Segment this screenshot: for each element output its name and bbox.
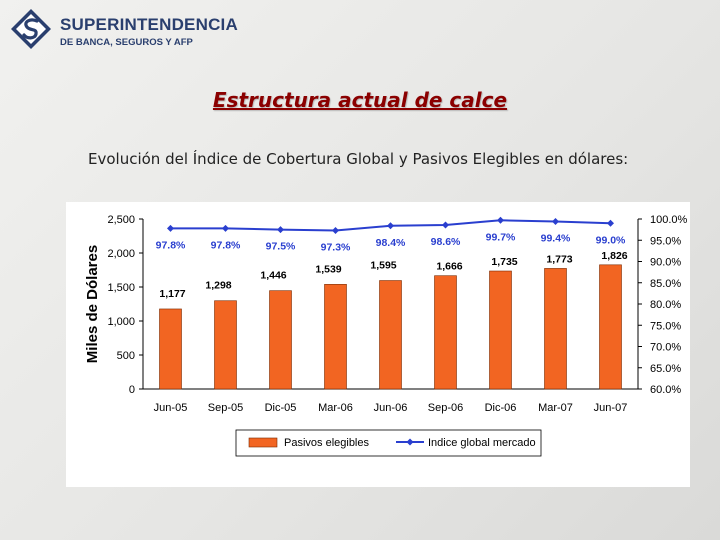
line-data-label: 97.8% bbox=[211, 239, 241, 251]
line-data-label: 97.5% bbox=[266, 241, 296, 253]
line-point bbox=[387, 222, 394, 230]
bar bbox=[544, 268, 567, 390]
right-axis-tick-label: 100.0% bbox=[650, 214, 688, 226]
bar bbox=[379, 280, 402, 390]
left-axis-tick-label: 1,500 bbox=[107, 282, 135, 294]
logo-name: SUPERINTENDENCIA bbox=[60, 15, 238, 34]
slide-title: Estructura actual de calce bbox=[212, 88, 508, 112]
left-axis-tick-label: 2,000 bbox=[107, 248, 135, 260]
line-data-label: 98.6% bbox=[431, 236, 461, 248]
line-data-label: 99.7% bbox=[486, 231, 516, 243]
bar-data-label: 1,446 bbox=[260, 270, 286, 282]
right-axis-tick-label: 90.0% bbox=[650, 257, 681, 269]
line-point bbox=[167, 224, 174, 232]
legend-box bbox=[235, 429, 542, 457]
x-axis-tick-label: Sep-06 bbox=[428, 402, 463, 414]
line-data-label: 99.4% bbox=[541, 233, 571, 245]
x-axis-tick-label: Dic-06 bbox=[485, 402, 517, 414]
bar-data-label: 1,773 bbox=[546, 253, 572, 265]
bar-data-label: 1,735 bbox=[491, 256, 517, 268]
x-axis-tick-label: Mar-06 bbox=[318, 402, 353, 414]
left-axis-tick-label: 500 bbox=[117, 350, 135, 362]
x-axis-tick-label: Jun-05 bbox=[154, 402, 188, 414]
right-axis-tick-label: 65.0% bbox=[650, 363, 681, 375]
bar bbox=[159, 308, 182, 390]
right-axis-tick-label: 95.0% bbox=[650, 235, 681, 247]
line-point bbox=[222, 224, 229, 232]
x-axis-tick-label: Mar-07 bbox=[538, 402, 573, 414]
x-axis-tick-label: Jun-06 bbox=[374, 402, 408, 414]
logo-subtitle: DE BANCA, SEGUROS Y AFP bbox=[60, 37, 193, 48]
right-axis-tick-label: 60.0% bbox=[650, 384, 681, 396]
line-point bbox=[332, 226, 339, 234]
bar bbox=[324, 284, 347, 390]
superintendencia-logo: SUPERINTENDENCIA DE BANCA, SEGUROS Y AFP bbox=[10, 8, 238, 60]
combo-chart: 0 500 1,000 1,500 2,000 2,500 60.0% 65.0% 70.0% 7… bbox=[84, 214, 688, 457]
line-point bbox=[607, 219, 614, 227]
line-data-label: 97.8% bbox=[156, 239, 186, 251]
right-axis-tick-label: 70.0% bbox=[650, 342, 681, 354]
legend-line-label: Indice global mercado bbox=[428, 437, 536, 449]
legend-bar-swatch bbox=[248, 437, 278, 448]
right-axis-tick-label: 85.0% bbox=[650, 278, 681, 290]
left-axis-tick-label: 1,000 bbox=[107, 316, 135, 328]
bar bbox=[269, 290, 292, 390]
bar-data-label: 1,177 bbox=[159, 288, 185, 300]
right-axis-tick-label: 80.0% bbox=[650, 299, 681, 311]
line-point bbox=[497, 216, 504, 224]
line-point bbox=[442, 221, 449, 229]
left-axis-tick-label: 2,500 bbox=[107, 214, 135, 226]
x-axis-tick-label: Sep-05 bbox=[208, 402, 243, 414]
legend-bar-label: Pasivos elegibles bbox=[284, 437, 369, 449]
bar-data-label: 1,298 bbox=[205, 280, 231, 292]
line-data-label: 99.0% bbox=[596, 234, 626, 246]
x-axis-tick-label: Jun-07 bbox=[594, 402, 628, 414]
slide-subtitle: Evolución del Índice de Cobertura Global… bbox=[88, 150, 629, 168]
legend-line-marker bbox=[406, 438, 414, 446]
bar-data-label: 1,539 bbox=[315, 263, 341, 275]
bar-data-label: 1,666 bbox=[436, 261, 462, 273]
line-data-label: 97.3% bbox=[321, 241, 351, 253]
bar bbox=[489, 270, 512, 390]
bar bbox=[434, 275, 457, 390]
chart-panel: 0 500 1,000 1,500 2,000 2,500 60.0% 65.0% 70.0% 7… bbox=[66, 202, 690, 487]
bar bbox=[599, 264, 622, 390]
bar bbox=[214, 300, 237, 390]
line-point bbox=[552, 218, 559, 226]
left-axis-tick-label: 0 bbox=[129, 384, 135, 396]
bar-data-label: 1,826 bbox=[601, 250, 627, 262]
bar-data-label: 1,595 bbox=[370, 260, 396, 272]
line-data-label: 98.4% bbox=[376, 237, 406, 249]
line-point bbox=[277, 226, 284, 234]
y-axis-title: Miles de Dólares bbox=[84, 245, 101, 363]
logo-diamond-icon bbox=[11, 9, 51, 49]
x-axis-tick-label: Dic-05 bbox=[265, 402, 297, 414]
right-axis-tick-label: 75.0% bbox=[650, 320, 681, 332]
